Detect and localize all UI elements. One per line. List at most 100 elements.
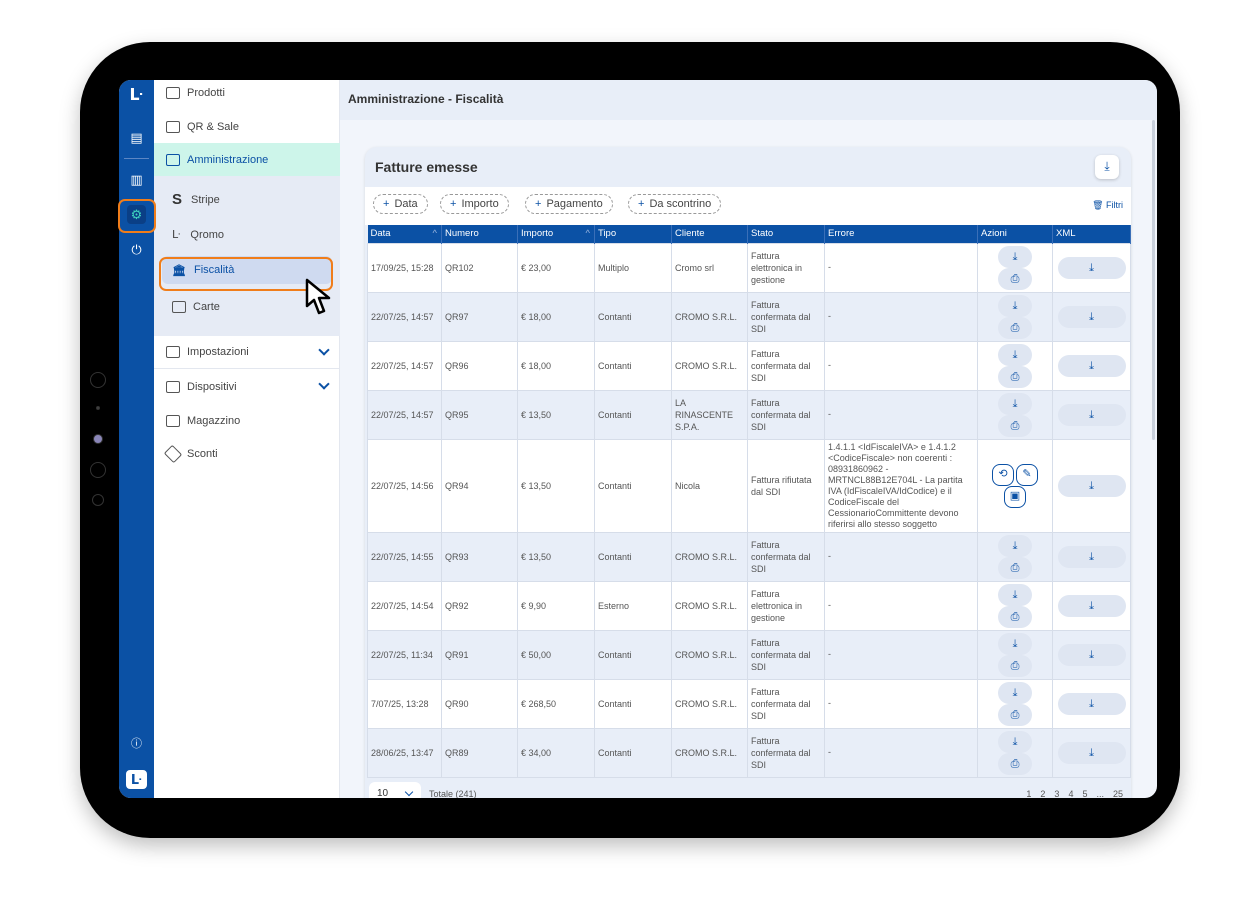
page-link[interactable]: 3: [1054, 788, 1060, 799]
download-pdf-button[interactable]: ⤓: [998, 583, 1032, 606]
sidebar-item-amministrazione[interactable]: Amministrazione: [154, 143, 340, 176]
pagination: 1 2 3 4 5... 25: [1026, 789, 1123, 799]
download-pdf-button[interactable]: ⤓: [998, 534, 1032, 557]
print-button[interactable]: ⎙: [998, 654, 1032, 677]
plus-icon: +: [450, 198, 457, 210]
download-pdf-button[interactable]: ⤓: [998, 343, 1032, 366]
filter-chip-importo[interactable]: + Importo: [440, 194, 509, 214]
column-header[interactable]: Importo ^: [517, 225, 595, 243]
page-link[interactable]: 1: [1026, 788, 1032, 799]
download-xml-button[interactable]: ⤓: [1057, 305, 1126, 328]
filter-chip-da-scontrino[interactable]: + Da scontrino: [628, 194, 722, 214]
sidebar-item-qr-sale[interactable]: QR & Sale: [154, 110, 340, 143]
cell-stato: Fattura confermata dal SDI: [747, 727, 825, 778]
subitem-qromo[interactable]: ᒷ Qromo: [154, 218, 340, 251]
app-logo-icon[interactable]: ᒷ: [126, 770, 147, 789]
page-link[interactable]: 4: [1068, 788, 1074, 799]
page-size-select[interactable]: 10: [369, 781, 421, 798]
cell-stato: Fattura confermata dal SDI: [747, 531, 825, 582]
download-xml-button[interactable]: ⤓: [1057, 594, 1126, 617]
download-xml-button[interactable]: ⤓: [1057, 256, 1126, 279]
download-xml-button[interactable]: ⤓: [1057, 474, 1126, 497]
print-button[interactable]: ⎙: [998, 752, 1032, 775]
column-header[interactable]: Stato: [747, 225, 825, 243]
page-link[interactable]: 2: [1040, 788, 1046, 799]
page-link[interactable]: 25: [1112, 788, 1123, 799]
print-button[interactable]: ⎙: [998, 365, 1032, 388]
print-button[interactable]: ⎙: [998, 316, 1032, 339]
print-button[interactable]: ⎙: [998, 414, 1032, 437]
subitem-carte[interactable]: Carte: [154, 290, 340, 323]
column-header[interactable]: XML: [1052, 225, 1131, 243]
settings-icon: [166, 346, 180, 358]
column-header[interactable]: Cliente: [671, 225, 748, 243]
print-button[interactable]: ⎙: [998, 703, 1032, 726]
chip-label: Da scontrino: [649, 198, 712, 210]
chart-icon[interactable]: ▥: [130, 172, 143, 187]
column-header[interactable]: Numero: [441, 225, 518, 243]
sidebar-item-magazzino[interactable]: Magazzino: [154, 404, 340, 437]
download-pdf-button[interactable]: ⤓: [998, 392, 1032, 415]
subitem-stripe[interactable]: S Stripe: [154, 183, 340, 216]
cell-importo: € 268,50: [517, 678, 595, 729]
subitem-fiscalita[interactable]: 🏛 Fiscalità: [162, 256, 332, 284]
cell-tipo: Contanti: [594, 438, 672, 533]
column-header-label: Tipo: [598, 228, 617, 240]
cell-errore: 1.4.1.1 <IdFiscaleIVA> e 1.4.1.2 <Codice…: [824, 438, 978, 533]
sort-icon[interactable]: ^: [585, 228, 590, 239]
download-xml-button[interactable]: ⤓: [1057, 354, 1126, 377]
filter-chip-pagamento[interactable]: + Pagamento: [525, 194, 613, 214]
print-button[interactable]: ⎙: [998, 605, 1032, 628]
gear-icon[interactable]: ⚙: [127, 205, 146, 224]
cell-importo: € 34,00: [517, 727, 595, 778]
page-link[interactable]: 5: [1082, 788, 1088, 799]
bank-icon: 🏛: [172, 264, 186, 277]
invoices-card: Fatture emesse ⤓ + Data + Importo + Pagamen…: [365, 147, 1131, 798]
cell-stato: Fattura confermata dal SDI: [747, 678, 825, 729]
filter-chip-data[interactable]: + Data: [373, 194, 428, 214]
sidebar-item-impostazioni[interactable]: Impostazioni: [154, 336, 340, 369]
download-xml-button[interactable]: ⤓: [1057, 741, 1126, 764]
download-xml-button[interactable]: ⤓: [1057, 403, 1126, 426]
edit-button[interactable]: ✎: [1016, 463, 1038, 486]
print-button[interactable]: ⎙: [998, 556, 1032, 579]
print-button[interactable]: ⎙: [998, 267, 1032, 290]
download-pdf-button[interactable]: ⤓: [998, 730, 1032, 753]
store-button[interactable]: ▣: [1004, 485, 1026, 508]
sidebar-item-prodotti[interactable]: Prodotti: [154, 80, 340, 109]
download-icon: ⤓: [1104, 159, 1110, 173]
cell-azioni: ⤓⎙: [977, 678, 1053, 729]
sort-icon[interactable]: ^: [432, 228, 437, 239]
download-pdf-button[interactable]: ⤓: [998, 294, 1032, 317]
cell-xml: ⤓: [1052, 727, 1131, 778]
sidebar-item-dispositivi[interactable]: Dispositivi: [154, 370, 340, 403]
cell-azioni: ⤓⎙: [977, 291, 1053, 342]
cell-tipo: Contanti: [594, 727, 672, 778]
clear-filters-button[interactable]: 🗑 Filtri: [1092, 200, 1123, 211]
cell-data: 22/07/25, 14:57: [367, 389, 442, 440]
logo-icon[interactable]: ᒷ: [129, 87, 144, 104]
receipt-icon[interactable]: ▤: [130, 130, 143, 145]
chevron-down-icon: [318, 344, 330, 356]
column-header[interactable]: Errore: [824, 225, 978, 243]
download-pdf-button[interactable]: ⤓: [998, 681, 1032, 704]
download-pdf-button[interactable]: ⤓: [998, 632, 1032, 655]
trash-icon: 🗑: [1092, 200, 1106, 210]
scrollbar[interactable]: [1152, 120, 1155, 440]
plug-icon[interactable]: ⏻: [131, 242, 142, 257]
help-icon[interactable]: ⓘ: [131, 738, 142, 750]
cell-importo: € 23,00: [517, 242, 595, 293]
download-xml-button[interactable]: ⤓: [1057, 545, 1126, 568]
resend-button[interactable]: ⟲: [992, 463, 1014, 486]
column-header[interactable]: Tipo: [594, 225, 672, 243]
column-header[interactable]: Data ^: [367, 225, 442, 243]
download-xml-button[interactable]: ⤓: [1057, 692, 1126, 715]
cell-numero: QR92: [441, 580, 518, 631]
download-xml-button[interactable]: ⤓: [1057, 643, 1126, 666]
sidebar-item-sconti[interactable]: Sconti: [154, 437, 340, 470]
highlight-box: [159, 257, 333, 291]
download-pdf-button[interactable]: ⤓: [998, 245, 1032, 268]
column-header[interactable]: Azioni: [977, 225, 1053, 243]
export-button[interactable]: ⤓: [1095, 155, 1119, 179]
cell-data: 22/07/25, 14:54: [367, 580, 442, 631]
